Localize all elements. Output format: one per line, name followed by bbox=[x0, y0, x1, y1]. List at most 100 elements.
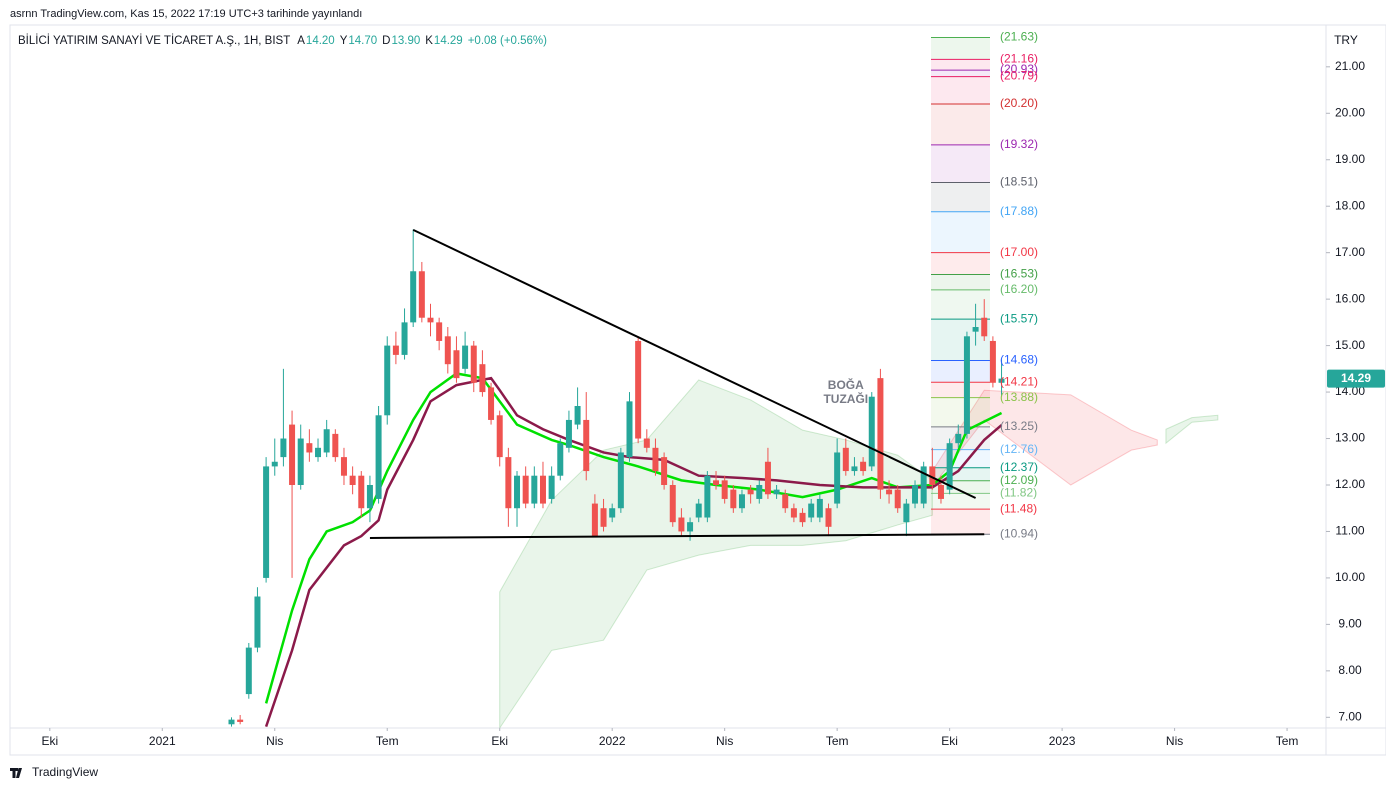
candle-body bbox=[842, 447, 849, 472]
candle-body bbox=[834, 452, 841, 504]
x-tick-label: 2022 bbox=[599, 734, 626, 748]
candle-body bbox=[955, 433, 962, 444]
fib-label: (12.37) bbox=[1000, 460, 1038, 474]
fib-label: (11.82) bbox=[1000, 486, 1037, 500]
annotation: TUZAĞI bbox=[823, 391, 868, 406]
fib-zone bbox=[931, 382, 990, 398]
candle-body bbox=[522, 475, 529, 504]
fib-zone bbox=[931, 76, 990, 104]
fib-label: (18.51) bbox=[1000, 175, 1038, 189]
footer-brand: TradingView bbox=[32, 765, 98, 779]
candle-body bbox=[669, 484, 676, 523]
candle-body bbox=[591, 503, 598, 537]
candle-body bbox=[297, 438, 304, 485]
x-tick-label: Eki bbox=[41, 734, 58, 748]
x-tick-label: 2023 bbox=[1049, 734, 1076, 748]
cloud bbox=[931, 389, 1158, 488]
candle-body bbox=[730, 489, 737, 509]
fib-zone bbox=[931, 37, 990, 60]
candle-body bbox=[418, 271, 425, 318]
fib-zone bbox=[931, 70, 990, 77]
fib-label: (12.09) bbox=[1000, 473, 1038, 487]
legend: BİLİCİ YATIRIM SANAYİ VE TİCARET A.Ş., 1… bbox=[18, 34, 547, 47]
y-tick-label: 21.00 bbox=[1335, 59, 1365, 73]
candle-body bbox=[972, 327, 979, 332]
candle-body bbox=[704, 475, 711, 518]
candle-body bbox=[392, 345, 399, 355]
fib-zone bbox=[931, 103, 990, 145]
x-tick-label: Nis bbox=[716, 734, 733, 748]
fib-label: (11.48) bbox=[1000, 501, 1037, 515]
y-tick-label: 18.00 bbox=[1335, 198, 1365, 212]
candle-body bbox=[825, 508, 832, 527]
fib-label: (20.20) bbox=[1000, 96, 1038, 110]
candle-body bbox=[764, 461, 771, 495]
price-tag bbox=[1327, 369, 1385, 388]
candle-body bbox=[963, 336, 970, 434]
fib-label: (12.76) bbox=[1000, 442, 1038, 456]
fib-zone bbox=[931, 59, 990, 71]
fib-label: (15.57) bbox=[1000, 311, 1038, 325]
fib-label: (20.93) bbox=[1000, 62, 1038, 76]
fib-label: (14.21) bbox=[1000, 374, 1038, 388]
x-tick-label: Tem bbox=[376, 734, 399, 748]
candle-body bbox=[851, 466, 858, 472]
trendline bbox=[369, 533, 985, 539]
candle-body bbox=[358, 475, 365, 509]
fib-zone bbox=[931, 274, 990, 290]
candle-body bbox=[271, 461, 278, 467]
candle-body bbox=[436, 322, 443, 341]
candle-body bbox=[444, 336, 451, 365]
legend-key: Y bbox=[340, 35, 348, 47]
candle-body bbox=[349, 475, 356, 485]
candle-body bbox=[600, 508, 607, 527]
x-tick-label: Tem bbox=[1276, 734, 1299, 748]
candle-body bbox=[488, 387, 495, 420]
candle-body bbox=[661, 457, 668, 485]
legend-key: D bbox=[382, 35, 390, 47]
candle-body bbox=[565, 419, 572, 448]
y-tick-label: 15.00 bbox=[1335, 338, 1365, 352]
candle-body bbox=[920, 466, 927, 504]
price-tag-label: 14.29 bbox=[1341, 371, 1371, 385]
candle-body bbox=[583, 419, 590, 472]
x-tick-label: 2021 bbox=[149, 734, 176, 748]
trendline bbox=[412, 229, 977, 499]
candle-body bbox=[539, 475, 546, 504]
candle-body bbox=[245, 647, 252, 695]
fib-zone bbox=[931, 289, 990, 320]
candle-body bbox=[695, 503, 702, 518]
footer: TradingView bbox=[10, 765, 98, 779]
candle-body bbox=[375, 415, 382, 499]
candle-body bbox=[678, 517, 685, 532]
cloud bbox=[499, 379, 933, 728]
candle-body bbox=[929, 466, 936, 485]
x-tick-label: Nis bbox=[266, 734, 283, 748]
published-note: asrnn TradingView.com, Kas 15, 2022 17:1… bbox=[10, 8, 362, 20]
candle-body bbox=[713, 480, 720, 485]
candle-body bbox=[531, 475, 538, 504]
legend-value: 14.29 bbox=[434, 35, 463, 47]
candle-body bbox=[790, 508, 797, 518]
candle-body bbox=[643, 438, 650, 448]
x-tick-label: Eki bbox=[491, 734, 508, 748]
candle-body bbox=[609, 508, 616, 518]
candle-body bbox=[289, 424, 296, 485]
fib-zone bbox=[931, 144, 990, 183]
y-tick-label: 14.00 bbox=[1335, 384, 1365, 398]
y-tick-label: 11.00 bbox=[1335, 524, 1364, 538]
legend-change: +0.08 (+0.56%) bbox=[468, 35, 547, 47]
fib-label: (10.94) bbox=[1000, 526, 1038, 540]
candle-body bbox=[799, 512, 806, 523]
candle-body bbox=[626, 401, 633, 458]
candle-body bbox=[617, 452, 624, 509]
candle-body bbox=[652, 447, 659, 472]
y-tick-label: 19.00 bbox=[1335, 152, 1365, 166]
candle-body bbox=[410, 271, 417, 323]
candle-body bbox=[228, 719, 235, 725]
candle-body bbox=[514, 475, 521, 509]
fib-label: (13.25) bbox=[1000, 419, 1038, 433]
candle-body bbox=[989, 340, 996, 383]
